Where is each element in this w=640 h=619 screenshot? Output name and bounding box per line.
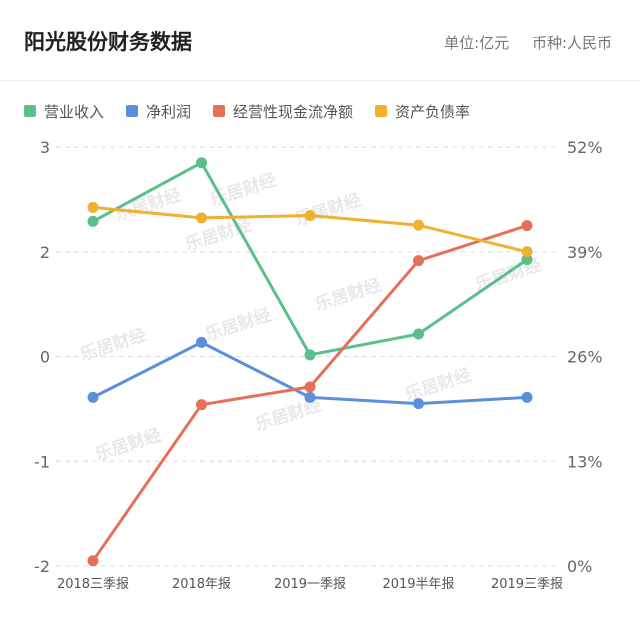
data-point-net-profit[interactable] xyxy=(196,336,207,348)
x-tick-label: 2018年报 xyxy=(172,577,231,592)
x-tick-label: 2019三季报 xyxy=(491,577,563,592)
y-left-tick-label: 3 xyxy=(40,138,50,157)
page-title: 阳光股份财务数据 xyxy=(24,30,192,54)
y-right-tick-label: 13% xyxy=(567,452,603,471)
data-point-debt-ratio[interactable] xyxy=(521,246,533,258)
currency-label: 币种:人民币 xyxy=(531,34,612,52)
legend-label-debt-ratio: 资产负债率 xyxy=(395,102,471,121)
data-point-debt-ratio[interactable] xyxy=(304,209,316,221)
legend-swatch-debt-ratio xyxy=(375,105,388,117)
y-right-tick-label: 26% xyxy=(567,348,603,367)
data-point-operating-cash-flow[interactable] xyxy=(521,220,533,232)
unit-label: 单位:亿元 xyxy=(444,34,510,52)
watermark-text: 乐居财经 xyxy=(313,274,384,315)
x-tick-label: 2019一季报 xyxy=(274,577,346,592)
data-point-net-profit[interactable] xyxy=(87,391,99,403)
y-right-tick-label: 0% xyxy=(567,557,592,576)
y-right-tick-label: 52% xyxy=(567,138,603,157)
y-left-tick-label: 2 xyxy=(40,243,50,262)
y-left-tick-label: -1 xyxy=(34,452,50,471)
data-point-revenue[interactable] xyxy=(196,157,207,169)
legend-swatch-operating-cash-flow xyxy=(213,105,226,117)
data-point-operating-cash-flow[interactable] xyxy=(413,255,424,267)
y-left-tick-label: 0 xyxy=(40,348,50,367)
data-point-revenue[interactable] xyxy=(521,254,533,266)
data-point-net-profit[interactable] xyxy=(521,391,533,403)
header: 阳光股份财务数据 单位:亿元 币种:人民币 xyxy=(0,0,640,81)
watermark-text: 乐居财经 xyxy=(203,304,274,345)
data-point-operating-cash-flow[interactable] xyxy=(304,381,316,393)
watermark-text: 乐居财经 xyxy=(93,424,164,465)
legend-swatch-net-profit xyxy=(126,105,139,117)
data-point-revenue[interactable] xyxy=(304,349,316,361)
data-point-debt-ratio[interactable] xyxy=(196,212,207,224)
data-point-operating-cash-flow[interactable] xyxy=(87,555,99,567)
watermark-text: 乐居财经 xyxy=(78,324,149,365)
legend-swatch-revenue xyxy=(24,105,36,117)
data-point-net-profit[interactable] xyxy=(413,398,424,410)
legend-label-net-profit: 净利润 xyxy=(146,102,192,121)
data-point-revenue[interactable] xyxy=(87,215,99,227)
legend-label-revenue: 营业收入 xyxy=(44,102,105,121)
header-meta: 单位:亿元 币种:人民币 xyxy=(444,32,612,53)
x-tick-label: 2019半年报 xyxy=(382,577,454,592)
data-point-debt-ratio[interactable] xyxy=(87,201,99,213)
data-point-revenue[interactable] xyxy=(413,328,424,340)
legend-item-debt-ratio[interactable]: 资产负债率 xyxy=(375,101,470,122)
legend-item-operating-cash-flow[interactable]: 经营性现金流净额 xyxy=(213,101,353,122)
y-left-tick-label: -2 xyxy=(34,557,50,576)
x-tick-label: 2018三季报 xyxy=(57,577,129,592)
y-right-tick-label: 39% xyxy=(567,243,603,262)
legend-item-net-profit[interactable]: 净利润 xyxy=(126,101,191,122)
data-point-debt-ratio[interactable] xyxy=(413,219,424,231)
legend-item-revenue[interactable]: 营业收入 xyxy=(24,101,104,122)
data-point-operating-cash-flow[interactable] xyxy=(196,399,207,411)
watermark-text: 乐居财经 xyxy=(403,364,474,405)
watermark-text: 乐居财经 xyxy=(293,189,364,230)
data-point-net-profit[interactable] xyxy=(304,391,316,403)
chart-legend: 营业收入 净利润 经营性现金流净额 资产负债率 xyxy=(24,100,492,122)
legend-label-operating-cash-flow: 经营性现金流净额 xyxy=(233,102,354,121)
